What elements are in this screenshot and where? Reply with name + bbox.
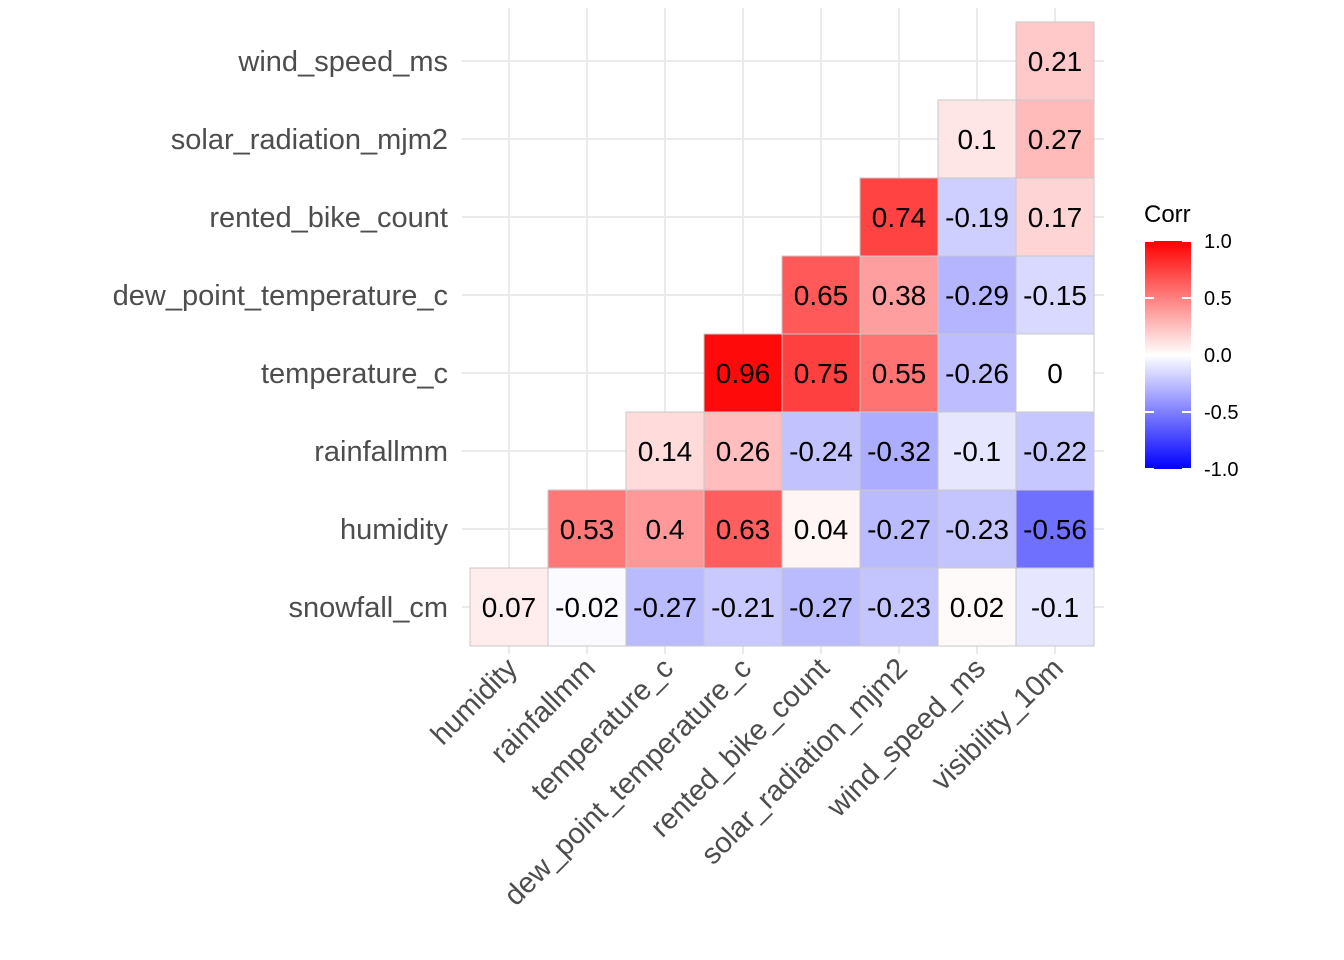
heatmap-cells: 0.07 -0.02 -0.27 -0.21 -0.27 -0.23 0.02 -0.1 0.5… <box>469 21 1095 647</box>
legend-tick-label: -1.0 <box>1204 459 1238 481</box>
cell-value-label: 0.1 <box>958 124 997 155</box>
heatmap-cell <box>937 177 1017 257</box>
cell-value-label: 0.96 <box>716 358 771 389</box>
cell-value-label: 0.17 <box>1028 202 1083 233</box>
y-tick-label: solar_radiation_mjm2 <box>171 124 448 156</box>
y-tick-label: rented_bike_count <box>209 202 448 234</box>
heatmap-cell <box>469 567 549 647</box>
cell-value-label: 0.04 <box>794 514 849 545</box>
heatmap-cell <box>937 99 1017 179</box>
cell-value-label: -0.27 <box>867 514 931 545</box>
cell-value-label: -0.1 <box>1031 592 1079 623</box>
cell-value-label: -0.27 <box>789 592 853 623</box>
legend-tick-label: -0.5 <box>1204 402 1238 424</box>
legend-ticks: 1.0 0.5 0.0 -0.5 -1.0 <box>1145 231 1238 481</box>
cell-value-label: 0.02 <box>950 592 1005 623</box>
heatmap-cell <box>625 411 705 491</box>
heatmap-cell <box>625 489 705 569</box>
heatmap-cell <box>859 489 939 569</box>
y-axis-labels: snowfall_cm humidity rainfallmm temperature… <box>113 46 449 624</box>
cell-value-label: -0.56 <box>1023 514 1087 545</box>
cell-value-label: -0.32 <box>867 436 931 467</box>
cell-value-label: -0.15 <box>1023 280 1087 311</box>
cell-value-label: 0 <box>1047 358 1063 389</box>
heatmap-cell <box>937 489 1017 569</box>
heatmap-cell <box>1015 333 1095 413</box>
cell-value-label: 0.74 <box>872 202 927 233</box>
heatmap-cell <box>1015 489 1095 569</box>
cell-value-label: 0.21 <box>1028 46 1083 77</box>
x-axis-labels: humidityrainfallmmtemperature_cdew_point… <box>425 652 1070 912</box>
cell-value-label: -0.1 <box>953 436 1001 467</box>
heatmap-cell <box>859 255 939 335</box>
cell-value-label: -0.23 <box>867 592 931 623</box>
y-tick-label: snowfall_cm <box>288 592 448 624</box>
cell-value-label: 0.27 <box>1028 124 1083 155</box>
y-tick-label: wind_speed_ms <box>237 46 448 78</box>
legend-title: Corr <box>1144 201 1191 228</box>
heatmap-cell <box>859 411 939 491</box>
cell-value-label: -0.22 <box>1023 436 1087 467</box>
y-tick-label: temperature_c <box>261 358 448 390</box>
heatmap-cell <box>937 411 1017 491</box>
heatmap-cell <box>703 333 783 413</box>
cell-value-label: -0.23 <box>945 514 1009 545</box>
heatmap-cell <box>781 567 861 647</box>
cell-value-label: 0.65 <box>794 280 849 311</box>
heatmap-cell <box>625 567 705 647</box>
y-tick-label: dew_point_temperature_c <box>113 280 448 312</box>
cell-value-label: 0.55 <box>872 358 927 389</box>
cell-value-label: 0.14 <box>638 436 693 467</box>
legend-tick-label: 1.0 <box>1204 231 1232 253</box>
heatmap-cell <box>781 255 861 335</box>
cell-value-label: -0.21 <box>711 592 775 623</box>
cell-value-label: 0.26 <box>716 436 771 467</box>
heatmap-cell <box>1015 21 1095 101</box>
cell-value-label: -0.24 <box>789 436 853 467</box>
cell-value-label: 0.63 <box>716 514 771 545</box>
legend-tick-label: 0.0 <box>1204 345 1232 367</box>
cell-value-label: 0.4 <box>646 514 685 545</box>
heatmap-cell <box>703 489 783 569</box>
color-legend: Corr 1.0 0.5 0.0 -0.5 -1.0 <box>1144 201 1238 481</box>
heatmap-cell <box>781 333 861 413</box>
cell-value-label: 0.75 <box>794 358 849 389</box>
cell-value-label: -0.02 <box>555 592 619 623</box>
cell-value-label: 0.53 <box>560 514 615 545</box>
heatmap-cell <box>547 567 627 647</box>
cell-value-label: -0.26 <box>945 358 1009 389</box>
heatmap-cell <box>859 567 939 647</box>
legend-tick-label: 0.5 <box>1204 288 1232 310</box>
cell-value-label: -0.19 <box>945 202 1009 233</box>
y-tick-label: humidity <box>340 514 448 546</box>
heatmap-cell <box>547 489 627 569</box>
cell-value-label: -0.27 <box>633 592 697 623</box>
cell-value-label: -0.29 <box>945 280 1009 311</box>
heatmap-cell <box>703 411 783 491</box>
cell-value-label: 0.38 <box>872 280 927 311</box>
y-tick-label: rainfallmm <box>314 436 448 468</box>
heatmap-cell <box>1015 567 1095 647</box>
heatmap-cell <box>1015 255 1095 335</box>
cell-value-label: 0.07 <box>482 592 537 623</box>
heatmap-cell <box>703 567 783 647</box>
heatmap-cell <box>1015 411 1095 491</box>
heatmap-cell <box>781 489 861 569</box>
heatmap-cell <box>1015 99 1095 179</box>
